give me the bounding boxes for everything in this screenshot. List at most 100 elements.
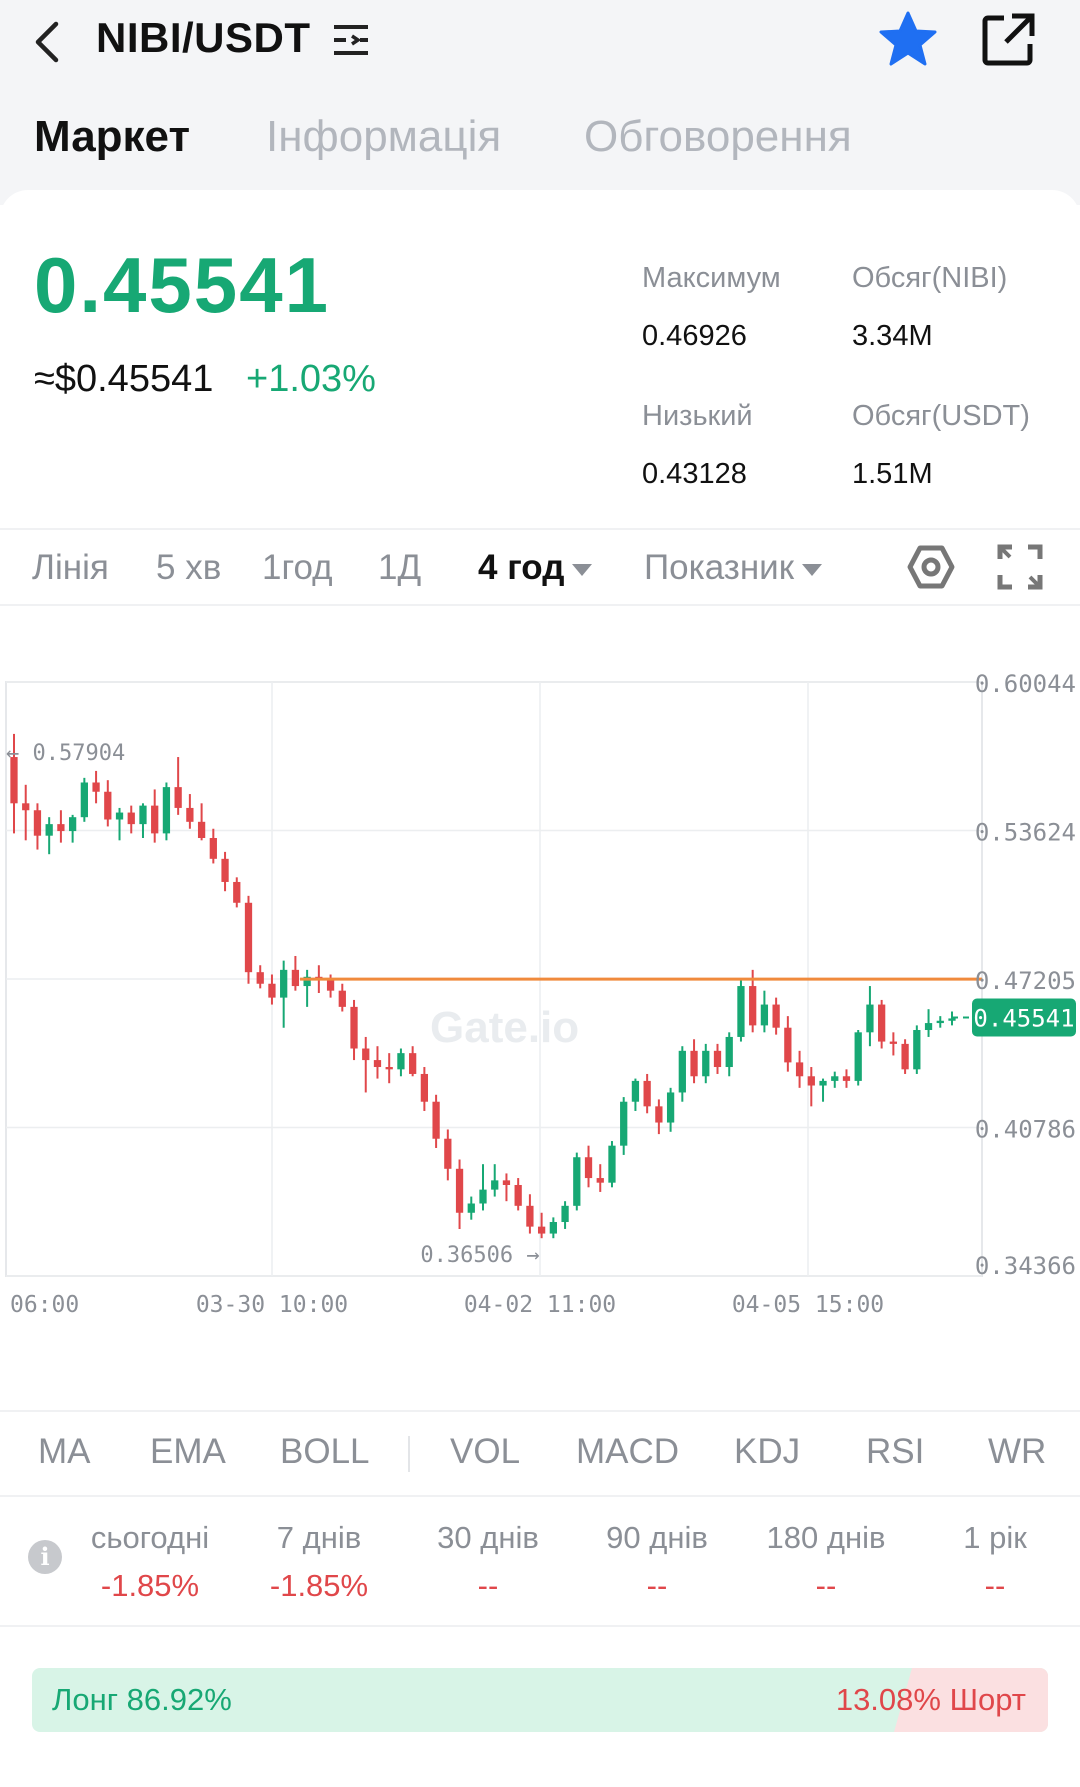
candle-body [444,1138,452,1169]
indicator-macd[interactable]: MACD [576,1432,680,1471]
current-price-label: 0.45541 [973,1004,1074,1032]
perf-label-7d: 7 днів [276,1520,362,1555]
tab-market[interactable]: Маркет [34,112,202,164]
chart-settings-icon[interactable] [906,543,956,591]
candlestick-chart[interactable]: Gate.io ← 0.57904 0.36506 → 0.45541 0.6004… [0,670,1080,1390]
indicator-kdj[interactable]: KDJ [734,1432,801,1471]
candle-body [467,1203,475,1213]
chevron-down-icon [572,563,593,576]
candle-body [104,791,112,820]
timeframe-4h-label: 4 год [478,548,565,587]
candle-body [678,1050,686,1093]
candle-body [549,1222,557,1234]
timeframe-4h-selector[interactable]: 4 год [478,548,593,588]
candle-body [362,1048,370,1061]
candle-body [68,817,77,832]
y-tick-label: 0.40786 [975,1116,1076,1144]
candle-body [151,805,159,834]
candle-body [608,1145,616,1183]
candle-body [842,1076,851,1081]
perf-label-30d: 30 днів [437,1520,539,1555]
timeframe-line[interactable]: Лінія [32,548,109,587]
candle-body [491,1180,499,1190]
candle-body [174,787,182,808]
candle-body [221,858,229,882]
x-axis-labels: 06:00 03-30 10:00 04-02 11:00 04-05 15:00 [10,1292,884,1318]
back-arrow-icon[interactable] [28,18,68,66]
high-label: Максимум [642,262,781,294]
indicator-ma[interactable]: MA [38,1432,91,1471]
candle-body [409,1053,417,1074]
y-axis-labels: 0.60044 0.53624 0.47205 0.40786 0.34366 [975,670,1076,1280]
perf-label-180d: 180 днів [766,1520,886,1555]
timeframe-1h[interactable]: 1год [262,548,333,587]
indicator-separator [408,1436,410,1472]
candle-body [280,969,288,998]
y-tick-label: 0.34366 [975,1252,1076,1280]
perf-value-90d: -- [646,1568,668,1603]
timeframe-5m[interactable]: 5 хв [156,548,222,587]
divider [0,604,1080,606]
candle-body [385,1067,393,1070]
divider [0,1625,1080,1627]
volume-quote-value: 1.51M [852,458,933,490]
candle-body [268,983,276,998]
candle-body [526,1205,534,1227]
perf-label-90d: 90 днів [606,1520,708,1555]
candle-body [303,976,311,987]
candle-body [795,1062,804,1077]
pair-title[interactable]: NIBI/USDT [96,14,311,61]
long-short-ratio-bar: Лонг 86.92% 13.08% Шорт [32,1668,1048,1732]
fullscreen-icon[interactable] [996,543,1044,591]
approx-usd-price: ≈$0.45541 [34,358,214,400]
low-label: Низький [642,400,753,432]
candle-body [397,1053,405,1070]
y-tick-label: 0.60044 [975,670,1076,698]
candle-body [713,1050,722,1068]
low-price-marker: 0.36506 → [420,1243,539,1268]
price-change-percent: +1.03% [246,358,376,400]
candle-body [690,1050,698,1077]
candle-body [115,812,124,820]
volume-quote-label: Обсяг(USDT) [852,400,1030,432]
indicator-boll[interactable]: BOLL [280,1432,370,1471]
candle-body [373,1060,382,1068]
perf-value-30d: -- [477,1568,499,1603]
candle-body [889,1041,898,1044]
indicator-rsi[interactable]: RSI [866,1432,925,1471]
candle-body [784,1027,792,1063]
candle-body [33,810,42,836]
pair-menu-icon[interactable] [332,22,370,58]
candle-body [197,821,206,839]
candle-body [256,972,264,984]
x-tick-label: 06:00 [10,1292,79,1318]
tab-info[interactable]: Інформація [266,112,502,161]
x-tick-label: 03-30 10:00 [196,1292,348,1318]
tab-market-label: Маркет [34,112,190,161]
candle-body [479,1189,487,1204]
candle-body [913,1030,921,1070]
divider [0,528,1080,530]
candle-body [819,1080,827,1086]
candle-body [878,1004,886,1042]
candle-body [162,787,171,834]
indicator-wr[interactable]: WR [988,1432,1047,1471]
indicator-selector[interactable]: Показник [644,548,823,588]
candle-body [725,1036,733,1068]
perf-value-180d: -- [815,1568,837,1603]
indicator-ema[interactable]: EMA [150,1432,226,1471]
candle-body [948,1018,956,1021]
divider [0,1495,1080,1497]
chart-overlay: ← 0.57904 0.36506 → 0.45541 [6,741,1076,1268]
share-external-icon[interactable] [980,12,1036,68]
favorite-star-icon[interactable] [878,10,938,68]
low-value: 0.43128 [642,458,747,490]
tab-discussion[interactable]: Обговорення [584,112,852,161]
timeframe-1d[interactable]: 1Д [378,548,422,587]
indicator-vol[interactable]: VOL [450,1432,521,1471]
perf-label-today: сьогодні [90,1520,210,1555]
candle-body [631,1080,640,1102]
candle-body [666,1092,675,1123]
info-icon[interactable]: i [28,1540,62,1574]
candle-body [326,979,335,991]
